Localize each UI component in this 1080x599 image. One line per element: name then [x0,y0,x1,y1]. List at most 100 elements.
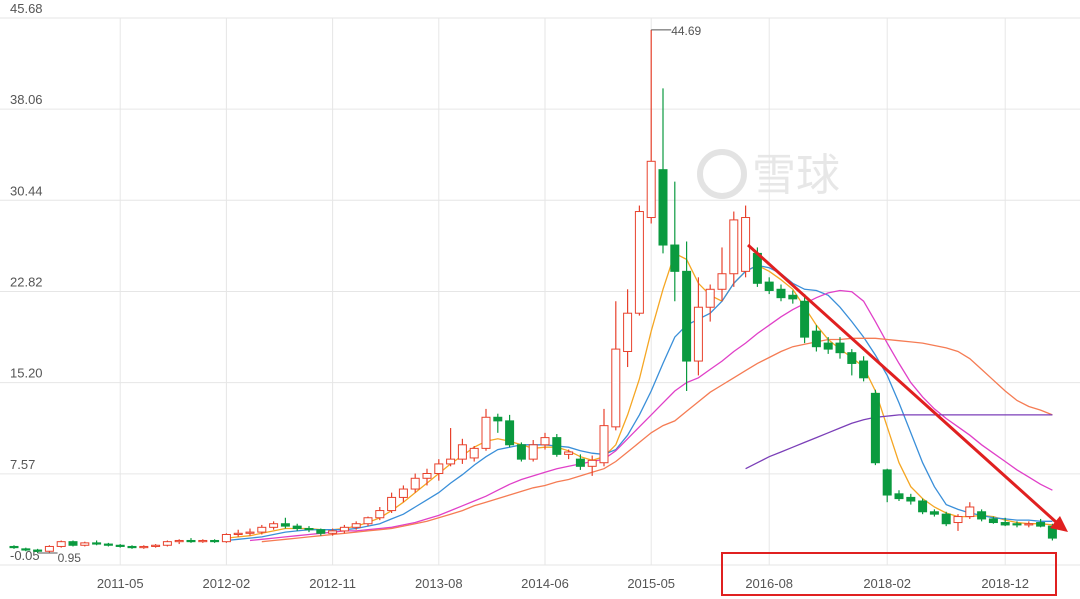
x-tick-label: 2015-05 [627,576,675,591]
candle-body [528,444,538,460]
candle-body [870,392,880,464]
candle-body [729,219,739,275]
candle-body [741,217,751,272]
candle-body [788,294,798,300]
candle-body [623,312,633,352]
x-tick-label: 2018-02 [863,576,911,591]
candle-body [351,523,361,528]
candle-body [422,472,432,479]
candle-body [328,530,338,534]
candle-body [469,447,479,459]
candle-body [375,510,385,519]
candle-body [540,437,550,446]
candle-body [800,300,810,338]
candle-body [847,352,857,364]
candle-body [221,533,231,543]
candle-body [1012,523,1022,526]
trend-arrow-head [1050,516,1068,532]
candle-body [552,437,562,455]
candle-body [316,529,326,534]
candle-body [387,496,397,512]
candle-body [776,288,786,299]
highlight-box [721,552,1057,596]
y-tick-label: 30.44 [10,183,43,198]
candle-body [162,541,172,546]
candle-body [363,517,373,525]
candle-body [670,244,680,272]
candle-body [56,541,66,547]
candle-body [269,523,279,528]
annotation-label: 0.95 [58,551,82,565]
candle-body [906,496,916,502]
candle-body [835,342,845,354]
candle-body [717,273,727,290]
y-tick-label: 22.82 [10,274,43,289]
candle-body [764,281,774,291]
candle-body [115,544,125,547]
candle-body [859,360,869,379]
candle-body [1000,522,1010,526]
candle-body [44,545,54,552]
candle-body [398,488,408,498]
candle-body [233,532,243,535]
x-tick-label: 2014-06 [521,576,569,591]
candle-body [9,545,19,549]
candle-body [564,451,574,455]
candle-body [611,348,621,428]
y-tick-label: 7.57 [10,457,35,472]
candle-body [811,330,821,348]
watermark-icon [697,149,747,199]
candle-body [516,444,526,460]
candle-body [646,160,656,219]
candle-body [304,528,314,531]
candle-body [127,545,137,549]
annotation-label: 44.69 [671,24,701,38]
candle-body [929,511,939,515]
candle-body [1024,523,1034,526]
x-tick-label: 2018-12 [981,576,1029,591]
candle-body [882,469,892,496]
candle-body [918,500,928,513]
y-tick-label: 15.20 [10,366,43,381]
candle-body [280,523,290,527]
candle-body [186,539,196,543]
candle-body [823,342,833,350]
candle-body [575,458,585,467]
candle-body [210,539,220,543]
x-tick-label: 2013-08 [415,576,463,591]
candle-body [292,525,302,530]
candle-body [505,420,515,446]
x-tick-label: 2012-11 [309,576,356,591]
ma-line [261,337,1053,543]
candle-body [1036,522,1046,527]
candle-body [257,526,267,533]
ma-line [745,414,1053,470]
y-tick-label: 38.06 [10,92,43,107]
candle-body [634,211,644,314]
watermark: 雪球 [697,149,840,200]
watermark-text: 雪球 [752,151,840,200]
candle-body [80,542,90,546]
candle-body [941,513,951,525]
candle-body [446,458,456,465]
candle-body [339,526,349,532]
candle-body [953,516,963,524]
candle-body [481,416,491,449]
candle-body [410,477,420,490]
candle-body [198,539,208,543]
trend-arrow [746,243,1058,524]
candle-body [682,270,692,362]
candle-body [894,493,904,500]
candle-body [457,444,467,460]
candle-body [965,506,975,518]
candle-body [68,541,78,546]
candle-body [103,543,113,546]
candle-body [493,416,503,422]
candle-body [151,544,161,547]
ma-line [249,289,1053,542]
x-tick-label: 2011-05 [97,576,144,591]
candle-body [658,169,668,246]
y-tick-label: -0.05 [10,548,40,563]
candle-body [92,542,102,545]
